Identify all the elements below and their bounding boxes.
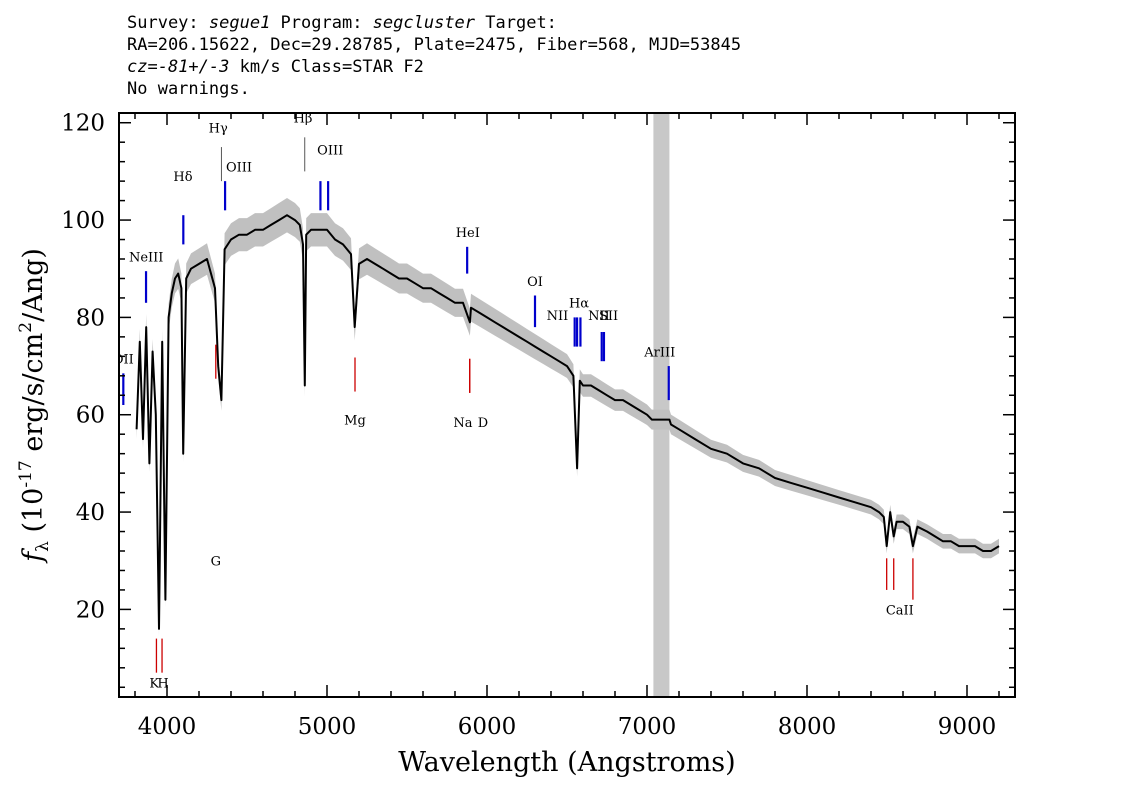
plot-frame — [118, 112, 1016, 698]
cz-value: -81+/-3 — [157, 57, 230, 77]
emission-label: OIII — [317, 143, 343, 158]
flux-error-band — [136, 198, 1000, 637]
absorption-label: G — [211, 555, 221, 570]
header-line-coordinates: RA=206.15622, Dec=29.28785, Plate=2475, … — [127, 35, 742, 55]
y-tick-label: 20 — [76, 597, 105, 623]
masked-band-layer — [653, 113, 670, 697]
absorption-label: Na — [453, 416, 472, 431]
x-tick-label: 5000 — [298, 714, 357, 740]
line-marker-layer: KH G Mg Na D CaII OII NeIII Hδ Hγ OIII Hβ OIII HeI OI N… — [113, 112, 914, 691]
emission-label: Hγ — [209, 121, 228, 136]
emission-label: NII — [588, 309, 610, 324]
x-tick-label: 9000 — [938, 714, 997, 740]
emission-label: SII — [599, 309, 618, 324]
absorption-label: CaII — [886, 603, 914, 618]
emission-label: Hα — [569, 297, 589, 312]
header-line-warnings: No warnings. — [127, 79, 250, 99]
class-label: km/s Class=STAR F2 — [229, 57, 424, 77]
target-label: Target: — [475, 13, 557, 33]
y-tick-label: 100 — [61, 208, 105, 234]
y-axis-title: fλ (10-17 erg/s/cm2/Ang) — [16, 248, 53, 564]
emission-label: HeI — [456, 226, 480, 241]
header-line-redshift: cz=-81+/-3 km/s Class=STAR F2 — [127, 56, 741, 78]
x-tick-label: 8000 — [778, 714, 837, 740]
masked-wavelength-band — [653, 113, 670, 697]
absorption-label: D — [478, 416, 488, 431]
y-axis-title-text: fλ (10-17 erg/s/cm2/Ang) — [16, 248, 53, 564]
absorption-label: K — [149, 676, 159, 691]
absorption-label: Mg — [344, 413, 366, 428]
x-tick-label: 4000 — [138, 714, 197, 740]
survey-label: Survey: — [127, 13, 209, 33]
emission-label: Hβ — [294, 112, 313, 127]
emission-label: NeIII — [129, 250, 163, 265]
absorption-label: H — [157, 676, 168, 691]
x-axis-title: Wavelength (Angstroms) — [398, 747, 735, 778]
emission-label: OII — [113, 353, 134, 368]
x-tick-label: 6000 — [458, 714, 517, 740]
flux-line — [135, 214, 1000, 630]
y-tick-label: 40 — [76, 500, 105, 526]
y-tick-label: 120 — [61, 111, 105, 137]
x-tick-label: 7000 — [618, 714, 677, 740]
survey-value: segue1 — [208, 13, 271, 33]
header-line-survey: Survey: segue1 Program: segcluster Targe… — [127, 12, 741, 34]
cz-label: cz= — [127, 57, 158, 77]
emission-label: Hδ — [173, 170, 192, 185]
error-band-layer — [136, 198, 1000, 637]
emission-label: NII — [547, 309, 569, 324]
emission-label: OIII — [226, 160, 252, 175]
flux-layer — [135, 214, 1000, 630]
program-label: Program: — [270, 13, 373, 33]
y-tick-label: 60 — [76, 403, 105, 429]
tick-layer: 4000 5000 6000 7000 8000 9000 20 40 60 80 100 120 — [61, 111, 1015, 740]
y-tick-label: 80 — [76, 305, 105, 331]
spectrum-header: Survey: segue1 Program: segcluster Targe… — [127, 12, 741, 100]
emission-label: ArIII — [643, 345, 675, 360]
program-value: segcluster — [372, 13, 476, 33]
emission-label: OI — [527, 275, 543, 290]
